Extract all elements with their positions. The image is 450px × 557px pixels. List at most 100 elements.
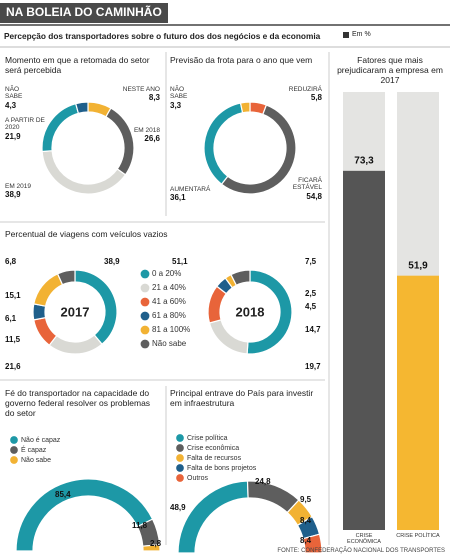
value-label: 54,8 xyxy=(306,191,322,201)
value-label: 6,1 xyxy=(5,314,17,323)
value-label: 85,4 xyxy=(55,490,71,499)
legend-swatch xyxy=(140,311,150,321)
legend-label: Falta de recursos xyxy=(187,455,242,462)
ring-segment xyxy=(239,101,251,114)
legend-label: Falta de bons projetos xyxy=(187,465,257,472)
value-label: 38,9 xyxy=(104,257,120,266)
value-label: 21,6 xyxy=(5,362,21,371)
legend-swatch xyxy=(140,269,150,279)
legend-label: 21 a 40% xyxy=(152,283,186,292)
legend-label: Crise econômica xyxy=(187,445,239,452)
value-label: 26,6 xyxy=(144,134,160,144)
donut-label: AUMENTARÁ 36,1 xyxy=(170,186,215,203)
legend-swatch xyxy=(176,474,184,482)
legend-swatch xyxy=(140,283,150,293)
value-label: 51,9 xyxy=(408,260,428,271)
value-label: 24,8 xyxy=(255,477,271,486)
donut-label: NÃO SABE 4,3 xyxy=(5,86,35,110)
value-label: 36,1 xyxy=(170,193,186,203)
donut-label: A PARTIR DE 2020 21,9 xyxy=(5,117,49,141)
legend-swatch xyxy=(10,446,18,454)
value-label: 51,1 xyxy=(172,257,188,266)
series-name: 2018 xyxy=(236,304,265,319)
value-label: 8,4 xyxy=(300,536,312,545)
category-label: A PARTIR DE 2020 xyxy=(5,117,45,132)
legend-label: 0 a 20% xyxy=(152,269,181,278)
legend-swatch xyxy=(176,434,184,442)
series-name: 2017 xyxy=(61,304,90,319)
value-label: 2,8 xyxy=(150,539,162,548)
source: FONTE: CONFEDERAÇÃO NACIONAL DOS TRANSPO… xyxy=(277,548,445,554)
chart-title: Fé do transportador na capacidade do gov… xyxy=(5,388,151,418)
category-label: CRISE ECONÔMICA xyxy=(347,533,381,546)
ring-segment xyxy=(230,269,251,287)
legend-swatch xyxy=(176,454,184,462)
legend-label: Não sabe xyxy=(21,457,51,464)
category-label: NÃO SABE xyxy=(170,86,188,101)
legend-label: Não é capaz xyxy=(21,437,61,444)
legend-label: Crise política xyxy=(187,435,228,442)
category-label: AUMENTARÁ xyxy=(170,186,211,193)
value-label: 2,5 xyxy=(305,289,317,298)
ring-segment xyxy=(203,102,244,186)
legend-label: 61 a 80% xyxy=(152,311,186,320)
ring-segment xyxy=(41,150,127,195)
category-label: NESTE ANO xyxy=(122,86,160,93)
legend-label: 41 a 60% xyxy=(152,297,186,306)
chart-title: Momento em que a retomada do setor será … xyxy=(5,55,150,75)
value-label: 3,3 xyxy=(170,100,182,110)
value-label: 5,8 xyxy=(310,93,322,103)
value-label: 4,5 xyxy=(305,302,317,311)
legend-label: Não sabe xyxy=(152,339,187,348)
value-label: 8,3 xyxy=(148,93,160,103)
ring-segment xyxy=(74,101,89,115)
ring-segment xyxy=(33,316,58,347)
value-label: 7,5 xyxy=(305,257,317,266)
value-label: 6,8 xyxy=(5,257,17,266)
donut-label: EM 2018 26,6 xyxy=(120,127,160,144)
value-label: 38,9 xyxy=(5,190,21,200)
legend-label: É capaz xyxy=(21,445,47,454)
chart-title: Fatores que mais prejudicaram a empresa … xyxy=(337,55,443,85)
category-label: EM 2018 xyxy=(133,127,160,134)
ring-segment xyxy=(15,478,154,552)
value-label: 4,3 xyxy=(5,100,17,110)
chart-title: Principal entrave do País para investir … xyxy=(170,388,314,408)
value-label: 73,3 xyxy=(354,155,374,166)
category-label: NÃO SABE xyxy=(5,86,23,101)
ring-segment xyxy=(33,272,64,307)
unit: Em % xyxy=(352,31,371,38)
category-label: REDUZIRÁ xyxy=(288,86,322,93)
category-label: CRISE POLÍTICA xyxy=(396,533,440,539)
ring-segment xyxy=(177,480,249,554)
donut-label: EM 2019 38,9 xyxy=(5,183,45,200)
value-label: 19,7 xyxy=(305,362,321,371)
value-label: 48,9 xyxy=(170,503,186,512)
category-label: EM 2019 xyxy=(5,183,32,190)
ring-segment xyxy=(302,533,323,554)
category-label: FICARÁ ESTÁVEL xyxy=(292,177,322,192)
donut-label: REDUZIRÁ 5,8 xyxy=(282,86,322,103)
donut-label: FICARÁ ESTÁVEL 54,8 xyxy=(277,177,322,201)
value-label: 8,4 xyxy=(300,516,312,525)
value-label: 21,9 xyxy=(5,131,21,141)
header-title: NA BOLEIA DO CAMINHÃO xyxy=(0,3,168,23)
subtitle: Percepção dos transportadores sobre o fu… xyxy=(4,31,321,41)
value-label: 9,5 xyxy=(300,495,312,504)
chart-title: Percentual de viagens com veículos vazio… xyxy=(5,229,168,239)
donut-label: NESTE ANO 8,3 xyxy=(120,86,160,103)
ring-segment xyxy=(208,319,249,355)
legend-swatch xyxy=(10,456,18,464)
unit-marker xyxy=(343,32,349,38)
bar xyxy=(397,275,439,530)
legend-swatch xyxy=(176,464,184,472)
legend-label: Outros xyxy=(187,475,209,482)
legend-swatch xyxy=(140,325,150,335)
ring-segment xyxy=(56,269,76,286)
donut-label: NÃO SABE 3,3 xyxy=(170,86,200,110)
value-label: 11,5 xyxy=(5,335,21,344)
value-label: 11,8 xyxy=(132,521,148,530)
legend-label: 81 a 100% xyxy=(152,325,190,334)
